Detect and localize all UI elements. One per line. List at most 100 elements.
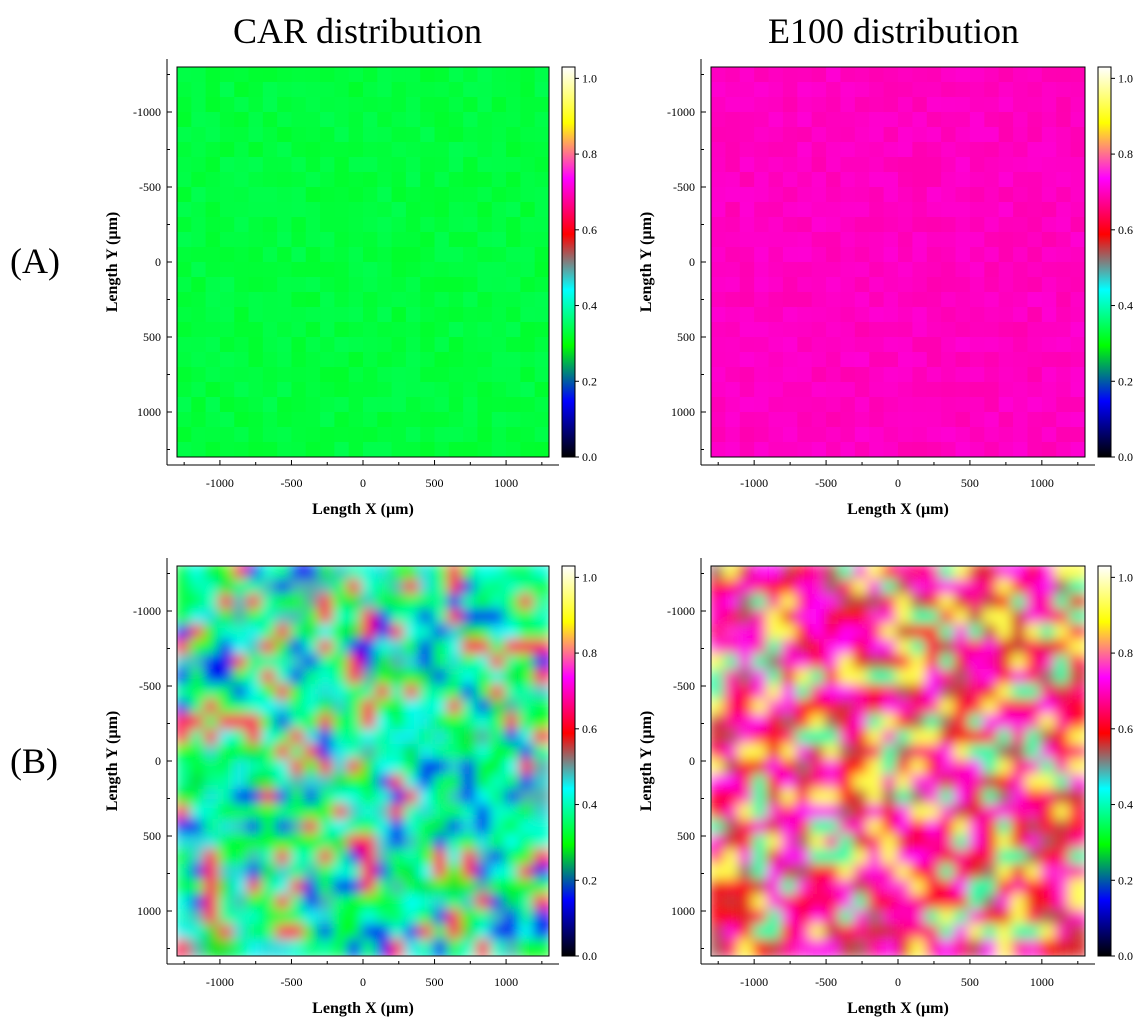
heatmap-cell: [332, 924, 351, 943]
heatmap-cell: [532, 759, 549, 778]
heatmap-cell: [189, 939, 208, 956]
heatmap-cell: [869, 367, 885, 383]
heatmap-cell: [377, 322, 393, 338]
heatmap-cell: [219, 307, 235, 323]
heatmap-cell: [446, 729, 466, 748]
heatmap-cell: [248, 412, 264, 428]
heatmap-cell: [711, 277, 726, 293]
heatmap-cell: [191, 112, 207, 128]
heatmap-cell: [246, 804, 265, 823]
heatmap-cell: [475, 639, 494, 658]
heatmap-cell: [289, 579, 308, 598]
heatmap-cell: [318, 804, 337, 823]
heatmap-cell: [318, 624, 337, 643]
heatmap-cell: [752, 834, 771, 853]
heatmap-cell: [883, 172, 899, 188]
heatmap-cell: [348, 322, 364, 338]
heatmap-cell: [332, 669, 351, 688]
heatmap-cell: [824, 699, 843, 718]
heatmap-cell: [461, 894, 480, 913]
heatmap-cell: [532, 714, 549, 733]
heatmap-cell: [489, 639, 509, 658]
heatmap-cell: [277, 187, 293, 203]
heatmap-cell: [232, 624, 251, 643]
heatmap-cell: [869, 82, 885, 98]
heatmap-cell: [189, 609, 208, 628]
heatmap-cell: [809, 849, 829, 868]
heatmap-cell: [260, 864, 280, 883]
heatmap-cell: [795, 879, 814, 898]
heatmap-cell: [1070, 142, 1085, 158]
heatmap-cell: [434, 307, 450, 323]
heatmap-cell: [984, 382, 1000, 398]
heatmap-cell: [809, 714, 829, 733]
heatmap-cell: [504, 804, 523, 823]
heatmap-cell: [346, 849, 365, 868]
heatmap-cell: [375, 624, 394, 643]
heatmap-cell: [739, 277, 755, 293]
heatmap-cell: [420, 352, 436, 368]
heatmap-cell: [262, 157, 278, 173]
heatmap-cell: [780, 714, 800, 733]
heatmap-cell: [1011, 609, 1030, 628]
heatmap-cell: [260, 774, 280, 793]
heatmap-cell: [797, 187, 813, 203]
heatmap-cell: [291, 232, 307, 248]
heatmap-cell: [924, 759, 944, 778]
heatmap-cell: [191, 412, 207, 428]
y-axis-label: Length Y (µm): [104, 212, 121, 312]
heatmap-cell: [1041, 382, 1057, 398]
heatmap-cell: [1041, 82, 1057, 98]
heatmap-cell: [854, 187, 870, 203]
heatmap-cell: [277, 82, 293, 98]
heatmap-cell: [852, 804, 872, 823]
heatmap-cell: [203, 566, 222, 583]
heatmap-cell: [491, 442, 507, 457]
heatmap-cell: [532, 579, 549, 598]
heatmap-cell: [403, 566, 423, 583]
x-axis-label: Length X (µm): [312, 1000, 414, 1017]
heatmap-cell: [1054, 624, 1073, 643]
heatmap-cell: [768, 412, 784, 428]
heatmap-cell: [824, 684, 843, 703]
heatmap-cell: [723, 804, 742, 823]
heatmap-cell: [924, 639, 944, 658]
heatmap-cell: [504, 684, 523, 703]
heatmap-cell: [246, 579, 265, 598]
heatmap-cell: [1068, 654, 1085, 673]
heatmap-cell: [896, 609, 915, 628]
heatmap-cell: [203, 729, 222, 748]
heatmap-cell: [248, 157, 264, 173]
heatmap-cell: [1068, 609, 1085, 628]
heatmap-cell: [446, 609, 466, 628]
heatmap-cell: [912, 367, 928, 383]
heatmap-cell: [461, 639, 480, 658]
heatmap-cell: [506, 382, 521, 398]
heatmap-cell: [752, 849, 771, 868]
heatmap-cell: [291, 292, 307, 308]
heatmap-cell: [203, 699, 222, 718]
heatmap-cell: [177, 669, 194, 688]
heatmap-cell: [320, 202, 335, 218]
heatmap-cell: [1054, 759, 1073, 778]
heatmap-cell: [1056, 322, 1072, 338]
heatmap-cell: [737, 744, 757, 763]
heatmap-cell: [924, 849, 944, 868]
heatmap-cell: [782, 337, 798, 353]
heatmap-cell: [826, 352, 842, 368]
x-tick-label: 500: [426, 476, 444, 490]
heatmap-cell: [289, 729, 308, 748]
heatmap-cell: [332, 789, 351, 808]
heatmap-cell: [177, 247, 192, 263]
heatmap-cell: [489, 864, 509, 883]
heatmap-cell: [405, 232, 421, 248]
heatmap-cell: [1013, 172, 1029, 188]
heatmap-cell: [534, 352, 549, 368]
heatmap-cell: [403, 864, 423, 883]
heatmap-cell: [912, 112, 928, 128]
heatmap-cell: [348, 172, 364, 188]
heatmap-cell: [320, 322, 335, 338]
heatmap-cell: [996, 579, 1016, 598]
heatmap-cell: [260, 714, 280, 733]
heatmap-cell: [205, 292, 221, 308]
